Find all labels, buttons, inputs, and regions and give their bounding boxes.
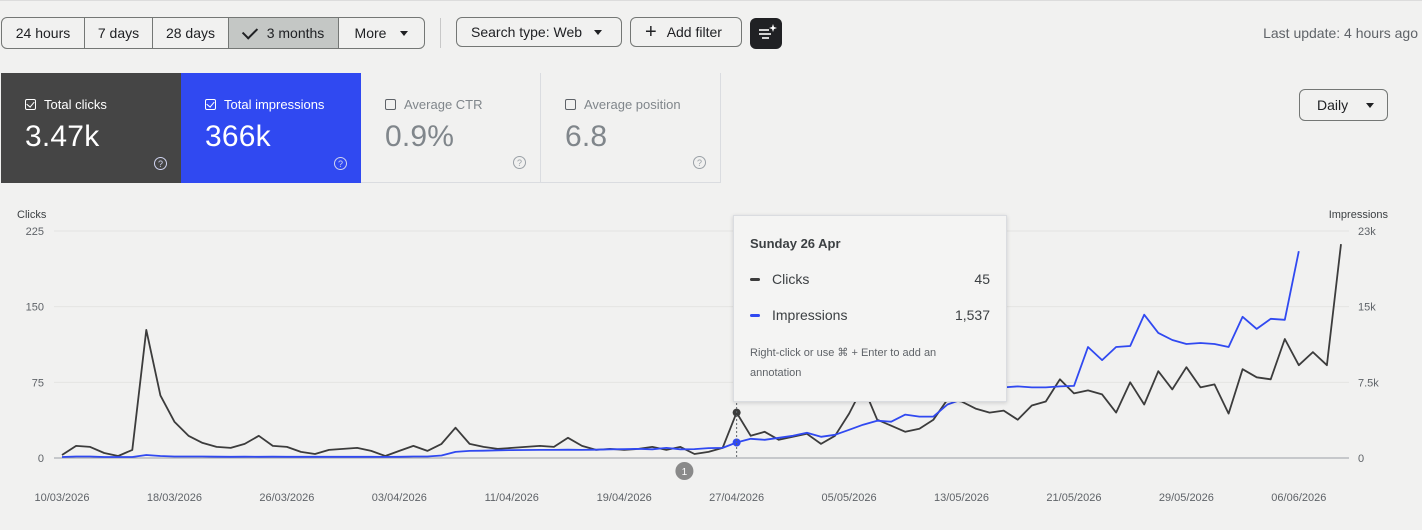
ai-filter-button[interactable] xyxy=(750,18,782,49)
add-filter-button[interactable]: + Add filter xyxy=(630,17,742,47)
help-icon[interactable]: ? xyxy=(513,156,526,169)
range-24-hours[interactable]: 24 hours xyxy=(2,18,85,48)
date-range-selector: 24 hours 7 days 28 days 3 months More xyxy=(1,17,425,49)
x-tick-label: 03/04/2026 xyxy=(372,492,427,504)
series-line-impressions xyxy=(61,251,1300,458)
x-tick-label: 27/04/2026 xyxy=(709,492,764,504)
more-label: More xyxy=(354,25,387,41)
x-tick-label: 13/05/2026 xyxy=(934,492,989,504)
granularity-label: Daily xyxy=(1317,97,1349,113)
tooltip-row-impressions: Impressions 1,537 xyxy=(750,307,990,323)
x-tick-label: 06/06/2026 xyxy=(1271,492,1326,504)
y-axis-title-right: Impressions xyxy=(1329,209,1389,221)
series-line-clicks xyxy=(61,243,1342,457)
range-3-months-label: 3 months xyxy=(266,25,325,41)
metric-label: Average position xyxy=(584,97,681,112)
plus-icon: + xyxy=(645,21,657,43)
metric-value: 0.9% xyxy=(385,120,455,153)
x-tick-label: 18/03/2026 xyxy=(147,492,202,504)
y-tick-label-left: 150 xyxy=(26,302,44,314)
metric-value: 366k xyxy=(205,120,271,153)
x-tick-label: 05/05/2026 xyxy=(822,492,877,504)
caret-down-icon xyxy=(594,29,603,35)
tooltip-label: Impressions xyxy=(772,307,848,323)
y-axis-title-left: Clicks xyxy=(17,209,47,221)
metric-label: Total clicks xyxy=(44,97,107,112)
tooltip-label: Clicks xyxy=(772,271,810,287)
highlight-point-impressions xyxy=(732,438,741,447)
tooltip-value: 45 xyxy=(974,271,990,287)
help-icon[interactable]: ? xyxy=(693,156,706,169)
y-tick-label-right: 7.5k xyxy=(1358,377,1379,389)
x-tick-label: 21/05/2026 xyxy=(1046,492,1101,504)
checkbox-checked-icon[interactable] xyxy=(25,99,36,110)
x-tick-label: 29/05/2026 xyxy=(1159,492,1214,504)
tooltip-row-clicks: Clicks 45 xyxy=(750,271,990,287)
metric-average-position[interactable]: Average position 6.8 ? xyxy=(541,73,721,183)
help-icon[interactable]: ? xyxy=(334,157,347,170)
y-tick-label-left: 0 xyxy=(38,453,44,465)
metric-average-ctr[interactable]: Average CTR 0.9% ? xyxy=(361,73,541,183)
tooltip-hint: Right-click or use ⌘ + Enter to add an a… xyxy=(750,347,937,379)
granularity-dropdown[interactable]: Daily xyxy=(1299,89,1388,121)
search-type-dropdown[interactable]: Search type: Web xyxy=(456,17,622,47)
checkbox-unchecked-icon[interactable] xyxy=(385,99,396,110)
sparkle-filter-icon xyxy=(759,24,777,39)
metric-label: Average CTR xyxy=(404,97,483,112)
toolbar-divider xyxy=(440,18,441,48)
caret-down-icon xyxy=(400,30,409,36)
x-tick-label: 11/04/2026 xyxy=(485,492,539,504)
last-update-text: Last update: 4 hours ago xyxy=(1263,25,1418,41)
metric-total-impressions[interactable]: Total impressions 366k ? xyxy=(181,73,361,183)
y-tick-label-right: 15k xyxy=(1358,302,1376,314)
legend-swatch-clicks xyxy=(750,277,760,281)
metric-value: 3.47k xyxy=(25,120,100,153)
tooltip-date: Sunday 26 Apr xyxy=(750,236,841,251)
range-3-months[interactable]: 3 months xyxy=(229,18,339,48)
y-tick-label-right: 23k xyxy=(1358,226,1376,238)
more-dropdown[interactable]: More xyxy=(339,18,424,48)
add-filter-label: Add filter xyxy=(666,24,722,40)
range-7-days[interactable]: 7 days xyxy=(85,18,153,48)
tooltip-value: 1,537 xyxy=(954,307,990,323)
x-tick-label: 10/03/2026 xyxy=(34,492,89,504)
caret-down-icon xyxy=(1366,102,1375,108)
metric-value: 6.8 xyxy=(565,120,608,153)
annotation-marker-label: 1 xyxy=(682,467,688,478)
range-28-days[interactable]: 28 days xyxy=(153,18,229,48)
search-type-label: Search type: Web xyxy=(471,24,583,40)
y-tick-label-right: 0 xyxy=(1358,453,1364,465)
checkbox-unchecked-icon[interactable] xyxy=(565,99,576,110)
chart-tooltip: Sunday 26 Apr Clicks 45 Impressions 1,53… xyxy=(733,215,1007,402)
checkbox-checked-icon[interactable] xyxy=(205,99,216,110)
metric-total-clicks[interactable]: Total clicks 3.47k ? xyxy=(1,73,181,183)
metric-label: Total impressions xyxy=(224,97,325,112)
performance-chart[interactable]: Clicks Impressions 0 75 150 225 0 7.5k 15k 23k 10/… xyxy=(0,195,1422,530)
annotation-marker[interactable] xyxy=(675,462,694,480)
help-icon[interactable]: ? xyxy=(154,157,167,170)
y-tick-label-left: 225 xyxy=(26,226,44,238)
top-divider xyxy=(0,0,1422,1)
check-icon xyxy=(241,22,258,40)
legend-swatch-impressions xyxy=(750,313,760,317)
x-tick-label: 19/04/2026 xyxy=(597,492,652,504)
y-tick-label-left: 75 xyxy=(32,377,44,389)
x-tick-label: 26/03/2026 xyxy=(259,492,314,504)
